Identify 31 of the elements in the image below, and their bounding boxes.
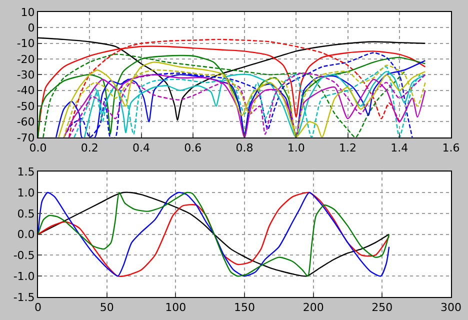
y-tick-label: -60 (16, 116, 35, 129)
y-tick-label: 0.0 (17, 228, 35, 242)
x-tick-label: 0.4 (132, 142, 150, 155)
y-tick-label: 10 (20, 6, 35, 19)
x-tick-label: 1.6 (442, 142, 460, 155)
x-tick-label: 1.0 (287, 142, 305, 155)
x-tick-label: 1.2 (339, 142, 356, 155)
y-tick-label: -20 (16, 52, 35, 66)
y-tick-label: -0.5 (13, 249, 35, 262)
y-tick-label: 1.0 (17, 186, 35, 200)
y-tick-label: -30 (16, 68, 35, 82)
y-tick-label: -1.5 (13, 290, 35, 304)
x-tick-label: 0.8 (236, 142, 254, 155)
x-tick-label: 0.0 (29, 142, 47, 155)
y-tick-label: -10 (16, 37, 35, 50)
x-tick-label: 150 (234, 301, 255, 314)
y-tick-label: 0.5 (17, 207, 35, 220)
x-tick-label: 1.4 (390, 142, 408, 155)
y-tick-label: 0 (28, 22, 35, 35)
y-tick-label: -50 (16, 100, 35, 113)
y-tick-label: -1.0 (13, 270, 35, 283)
x-tick-label: 0.2 (80, 142, 98, 155)
x-tick-label: 0.6 (184, 142, 202, 155)
x-tick-label: 300 (440, 301, 462, 314)
x-tick-label: 50 (100, 301, 114, 314)
y-tick-label: -40 (16, 84, 35, 98)
y-tick-label: 1.5 (17, 165, 35, 178)
x-tick-label: 200 (302, 301, 324, 314)
x-tick-label: 100 (165, 301, 186, 314)
y-tick-label: -70 (16, 131, 35, 144)
x-tick-label: 250 (372, 301, 393, 314)
